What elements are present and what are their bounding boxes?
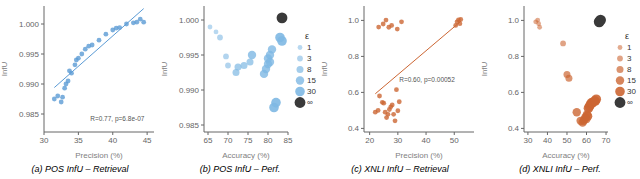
- svg-text:Precision (%): Precision (%): [75, 151, 123, 160]
- svg-text:45: 45: [143, 136, 152, 145]
- html-text:R=0.77, p=6.8e-07: R=0.77, p=6.8e-07: [90, 114, 145, 122]
- svg-text:65: 65: [204, 136, 213, 145]
- html-text:30: 30: [627, 86, 636, 96]
- svg-text:20: 20: [365, 136, 374, 145]
- svg-text:85: 85: [284, 136, 293, 145]
- svg-text:40: 40: [108, 136, 117, 145]
- html-text:(a) POS InfU – Retrieval: (a) POS InfU – Retrieval: [31, 164, 129, 174]
- svg-text:0.990: 0.990: [179, 86, 200, 95]
- svg-text:0.985: 0.985: [179, 121, 200, 130]
- svg-text:1.000: 1.000: [19, 20, 40, 29]
- svg-text:35: 35: [74, 136, 83, 145]
- svg-text:40: 40: [543, 136, 552, 145]
- html-text:8: 8: [627, 64, 632, 74]
- svg-text:50: 50: [563, 136, 572, 145]
- svg-text:60: 60: [582, 136, 591, 145]
- html-text:(d) XNLI InfU – Perf.: (d) XNLI InfU – Perf.: [519, 164, 601, 174]
- svg-text:70: 70: [602, 136, 611, 145]
- html-text:3: 3: [627, 53, 632, 63]
- svg-text:Precision (%): Precision (%): [395, 151, 443, 160]
- svg-text:0.4: 0.4: [348, 124, 360, 133]
- html-text:30: 30: [307, 86, 316, 96]
- html-text:R=0.60, p=0.00052: R=0.60, p=0.00052: [399, 75, 455, 83]
- svg-text:InfU: InfU: [480, 61, 489, 76]
- svg-text:30: 30: [393, 136, 402, 145]
- svg-text:0.8: 0.8: [348, 52, 360, 61]
- svg-text:0.6: 0.6: [508, 88, 520, 97]
- svg-text:30: 30: [40, 136, 49, 145]
- svg-text:1.000: 1.000: [179, 16, 200, 25]
- html-text:8: 8: [307, 64, 312, 74]
- svg-text:75: 75: [244, 136, 253, 145]
- svg-text:1.0: 1.0: [348, 16, 360, 25]
- svg-text:0.6: 0.6: [348, 88, 360, 97]
- html-text:15: 15: [627, 75, 636, 85]
- svg-text:0.8: 0.8: [508, 52, 520, 61]
- svg-text:Accuracy (%): Accuracy (%): [222, 151, 270, 160]
- svg-text:Accuracy (%): Accuracy (%): [542, 151, 590, 160]
- svg-text:40: 40: [422, 136, 431, 145]
- svg-text:InfU: InfU: [160, 61, 169, 76]
- svg-text:0.4: 0.4: [508, 124, 520, 133]
- svg-text:0.990: 0.990: [19, 80, 40, 89]
- svg-text:InfU: InfU: [8, 61, 9, 76]
- html-text:(c) XNLI InfU – Retrieval: (c) XNLI InfU – Retrieval: [351, 164, 449, 174]
- svg-text:1.0: 1.0: [508, 16, 520, 25]
- svg-text:0.995: 0.995: [179, 51, 200, 60]
- html-text:3: 3: [307, 53, 312, 63]
- svg-text:80: 80: [264, 136, 273, 145]
- html-text:ε: ε: [625, 30, 629, 41]
- html-text:ε: ε: [305, 30, 309, 41]
- svg-text:30: 30: [523, 136, 532, 145]
- html-text:15: 15: [307, 75, 316, 85]
- svg-text:70: 70: [224, 136, 233, 145]
- html-text:1: 1: [627, 42, 632, 52]
- html-text:(b) POS InfU – Perf.: (b) POS InfU – Perf.: [199, 164, 281, 174]
- svg-text:0.995: 0.995: [19, 50, 40, 59]
- svg-text:InfU: InfU: [320, 61, 329, 76]
- html-text:1: 1: [307, 42, 312, 52]
- svg-text:50: 50: [450, 136, 459, 145]
- svg-text:0.985: 0.985: [19, 110, 40, 119]
